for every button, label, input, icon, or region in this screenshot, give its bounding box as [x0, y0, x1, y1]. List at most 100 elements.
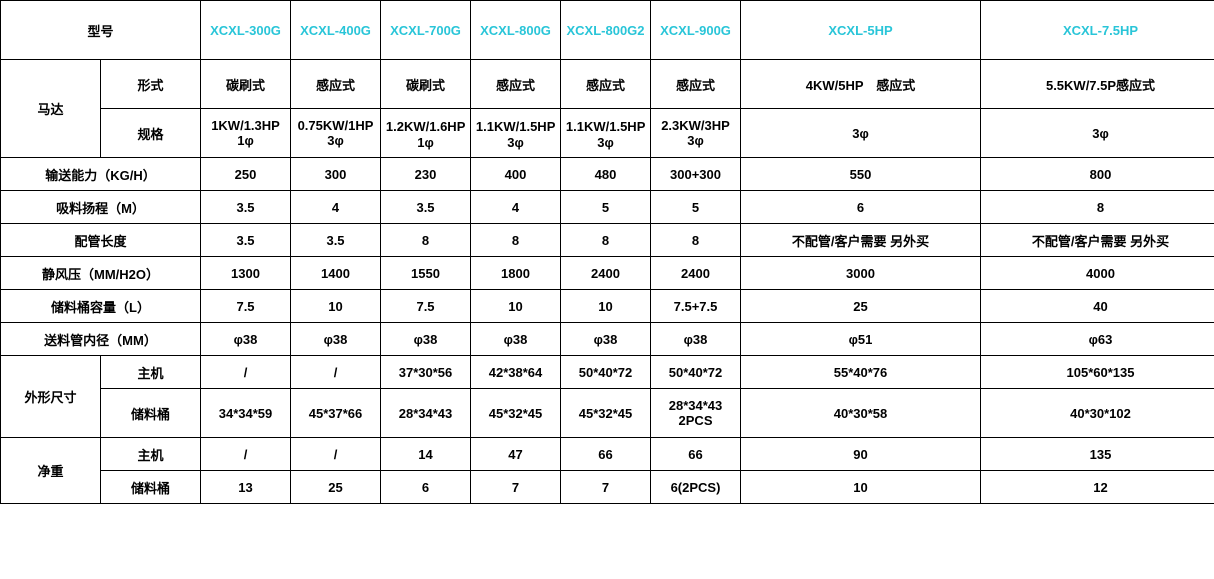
- motor-type-4: 感应式: [561, 60, 651, 109]
- motor-type-2: 碳刷式: [381, 60, 471, 109]
- row-label: 静风压（MM/H2O）: [1, 257, 201, 290]
- size-bucket-0: 34*34*59: [201, 389, 291, 438]
- header-row: 型号 XCXL-300G XCXL-400G XCXL-700G XCXL-80…: [1, 1, 1214, 60]
- row-label: 配管长度: [1, 224, 201, 257]
- row-value: φ63: [981, 323, 1214, 356]
- row-value: 800: [981, 158, 1214, 191]
- size-host-0: /: [201, 356, 291, 389]
- row-value: 8: [381, 224, 471, 257]
- row-label: 输送能力（KG/H）: [1, 158, 201, 191]
- row-value: 2400: [651, 257, 741, 290]
- weight-host-3: 47: [471, 438, 561, 471]
- motor-type-5: 感应式: [651, 60, 741, 109]
- row-value: 3.5: [201, 191, 291, 224]
- weight-host-2: 14: [381, 438, 471, 471]
- spec-table: 型号 XCXL-300G XCXL-400G XCXL-700G XCXL-80…: [0, 0, 1214, 504]
- size-host-label: 主机: [101, 356, 201, 389]
- motor-type-6: 4KW/5HP 感应式: [741, 60, 981, 109]
- row-value: 8: [561, 224, 651, 257]
- row-value: 10: [471, 290, 561, 323]
- weight-host-row: 净重 主机 / / 14 47 66 66 90 135: [1, 438, 1214, 471]
- weight-bucket-0: 13: [201, 471, 291, 504]
- row-value: 230: [381, 158, 471, 191]
- row-value: 不配管/客户需要 另外买: [981, 224, 1214, 257]
- motor-type-row: 马达 形式 碳刷式 感应式 碳刷式 感应式 感应式 感应式 4KW/5HP 感应…: [1, 60, 1214, 109]
- motor-spec-label: 规格: [101, 109, 201, 158]
- motor-spec-row: 规格 1KW/1.3HP 1φ 0.75KW/1HP 3φ 1.2KW/1.6H…: [1, 109, 1214, 158]
- motor-spec-2: 1.2KW/1.6HP 1φ: [381, 109, 471, 158]
- row-value: 3.5: [381, 191, 471, 224]
- row-value: 3.5: [291, 224, 381, 257]
- row-value: 400: [471, 158, 561, 191]
- row-value: 不配管/客户需要 另外买: [741, 224, 981, 257]
- row-value: 300+300: [651, 158, 741, 191]
- table-row: 配管长度3.53.58888不配管/客户需要 另外买不配管/客户需要 另外买: [1, 224, 1214, 257]
- motor-spec-6: 3φ: [741, 109, 981, 158]
- size-bucket-label: 储料桶: [101, 389, 201, 438]
- table-row: 储料桶容量（L）7.5107.510107.5+7.52540: [1, 290, 1214, 323]
- header-model-3[interactable]: XCXL-800G: [471, 1, 561, 60]
- row-value: 480: [561, 158, 651, 191]
- motor-group-label: 马达: [1, 60, 101, 158]
- weight-bucket-row: 储料桶 13 25 6 7 7 6(2PCS) 10 12: [1, 471, 1214, 504]
- header-model-5[interactable]: XCXL-900G: [651, 1, 741, 60]
- motor-spec-0: 1KW/1.3HP 1φ: [201, 109, 291, 158]
- row-value: 4: [291, 191, 381, 224]
- row-value: 2400: [561, 257, 651, 290]
- row-value: φ38: [561, 323, 651, 356]
- header-model-0[interactable]: XCXL-300G: [201, 1, 291, 60]
- weight-bucket-label: 储料桶: [101, 471, 201, 504]
- weight-host-6: 90: [741, 438, 981, 471]
- size-host-4: 50*40*72: [561, 356, 651, 389]
- size-host-6: 55*40*76: [741, 356, 981, 389]
- row-value: φ38: [651, 323, 741, 356]
- weight-host-label: 主机: [101, 438, 201, 471]
- row-value: φ38: [291, 323, 381, 356]
- row-label: 储料桶容量（L）: [1, 290, 201, 323]
- motor-type-0: 碳刷式: [201, 60, 291, 109]
- size-bucket-4: 45*32*45: [561, 389, 651, 438]
- row-value: 4: [471, 191, 561, 224]
- row-value: φ38: [471, 323, 561, 356]
- weight-bucket-1: 25: [291, 471, 381, 504]
- table-row: 静风压（MM/H2O）13001400155018002400240030004…: [1, 257, 1214, 290]
- size-bucket-row: 储料桶 34*34*59 45*37*66 28*34*43 45*32*45 …: [1, 389, 1214, 438]
- header-model-4[interactable]: XCXL-800G2: [561, 1, 651, 60]
- row-value: 250: [201, 158, 291, 191]
- row-value: 10: [291, 290, 381, 323]
- weight-host-4: 66: [561, 438, 651, 471]
- motor-spec-1: 0.75KW/1HP 3φ: [291, 109, 381, 158]
- table-row: 送料管内径（MM）φ38φ38φ38φ38φ38φ38φ51φ63: [1, 323, 1214, 356]
- weight-group-label: 净重: [1, 438, 101, 504]
- row-value: 7.5: [381, 290, 471, 323]
- row-label: 吸料扬程（M）: [1, 191, 201, 224]
- row-value: 1400: [291, 257, 381, 290]
- row-value: 8: [471, 224, 561, 257]
- row-value: φ38: [381, 323, 471, 356]
- header-model-6[interactable]: XCXL-5HP: [741, 1, 981, 60]
- row-label: 送料管内径（MM）: [1, 323, 201, 356]
- size-host-1: /: [291, 356, 381, 389]
- motor-type-3: 感应式: [471, 60, 561, 109]
- row-value: 7.5+7.5: [651, 290, 741, 323]
- motor-spec-5: 2.3KW/3HP 3φ: [651, 109, 741, 158]
- weight-bucket-6: 10: [741, 471, 981, 504]
- row-value: 7.5: [201, 290, 291, 323]
- weight-bucket-3: 7: [471, 471, 561, 504]
- motor-spec-4: 1.1KW/1.5HP 3φ: [561, 109, 651, 158]
- header-model-2[interactable]: XCXL-700G: [381, 1, 471, 60]
- row-value: φ38: [201, 323, 291, 356]
- header-model-1[interactable]: XCXL-400G: [291, 1, 381, 60]
- size-bucket-6: 40*30*58: [741, 389, 981, 438]
- size-host-5: 50*40*72: [651, 356, 741, 389]
- size-bucket-5: 28*34*43 2PCS: [651, 389, 741, 438]
- size-bucket-7: 40*30*102: [981, 389, 1214, 438]
- size-host-row: 外形尺寸 主机 / / 37*30*56 42*38*64 50*40*72 5…: [1, 356, 1214, 389]
- size-group-label: 外形尺寸: [1, 356, 101, 438]
- header-model-7[interactable]: XCXL-7.5HP: [981, 1, 1214, 60]
- row-value: 5: [651, 191, 741, 224]
- size-bucket-3: 45*32*45: [471, 389, 561, 438]
- weight-bucket-5: 6(2PCS): [651, 471, 741, 504]
- size-host-7: 105*60*135: [981, 356, 1214, 389]
- row-value: 1300: [201, 257, 291, 290]
